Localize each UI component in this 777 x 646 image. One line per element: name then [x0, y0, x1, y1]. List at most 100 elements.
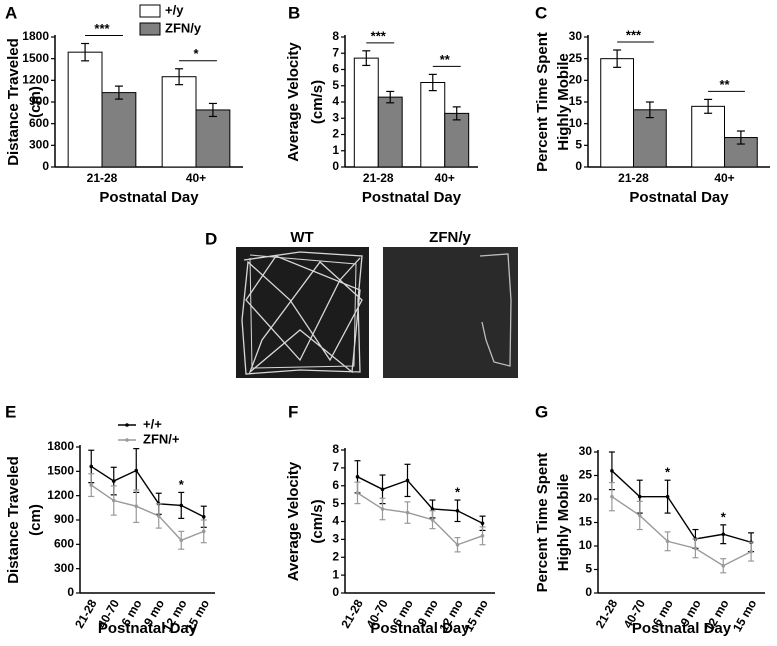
- point: [610, 469, 614, 473]
- significance-label: *: [179, 477, 185, 492]
- point: [637, 494, 642, 499]
- y-tick-label: 15: [569, 94, 583, 108]
- y-tick-label: 30: [569, 29, 583, 43]
- legend-swatch: [139, 4, 161, 18]
- point: [380, 507, 385, 511]
- point: [179, 538, 184, 543]
- x-tick-label: 21-28: [593, 597, 621, 631]
- y-tick-label: 1500: [22, 51, 49, 65]
- x-tick-label: 15 mo: [461, 597, 490, 634]
- point: [430, 507, 435, 511]
- point: [355, 491, 360, 495]
- track-image: [236, 247, 369, 378]
- point: [380, 487, 385, 492]
- y-tick-label: 300: [54, 561, 74, 575]
- bar: [353, 57, 379, 168]
- legend-label: +/y: [165, 2, 184, 17]
- legend-label: +/+: [143, 416, 162, 431]
- point: [693, 546, 698, 551]
- y-tick-label: 1500: [47, 464, 74, 478]
- point: [179, 503, 184, 508]
- significance-label: *: [193, 46, 199, 61]
- point: [355, 475, 360, 479]
- y-tick-label: 600: [29, 116, 49, 130]
- significance-label: **: [440, 52, 451, 67]
- bar: [633, 109, 667, 168]
- y-axis-label: (cm/s): [309, 499, 326, 543]
- legend-label: ZFN/+: [143, 431, 180, 446]
- x-axis-label: Postnatal Day: [98, 620, 198, 637]
- y-tick-label: 1: [332, 143, 339, 157]
- series-line: [357, 476, 483, 524]
- panel-letter: A: [5, 3, 17, 22]
- point: [637, 513, 642, 518]
- y-tick-label: 4: [332, 514, 339, 528]
- point: [430, 517, 435, 522]
- point: [480, 521, 485, 526]
- legend-swatch: [139, 22, 161, 36]
- y-axis-label: Highly Mobile: [555, 53, 572, 151]
- point: [405, 510, 410, 515]
- significance-label: ***: [626, 27, 642, 42]
- bar: [101, 92, 137, 168]
- panel-letter: G: [535, 402, 548, 421]
- point: [455, 508, 460, 513]
- bar: [67, 51, 103, 168]
- y-tick-label: 1200: [47, 488, 74, 502]
- y-tick-label: 1800: [47, 439, 74, 453]
- y-tick-label: 900: [54, 512, 74, 526]
- significance-label: *: [721, 509, 727, 524]
- y-axis-label: Average Velocity: [285, 42, 302, 162]
- bar: [377, 96, 403, 168]
- y-tick-label: 25: [569, 51, 583, 65]
- x-tick-label: 40+: [435, 171, 455, 185]
- legend-label: ZFN/y: [165, 20, 202, 35]
- series-line: [611, 470, 752, 543]
- x-tick-label: 21-28: [72, 597, 100, 631]
- point: [111, 498, 116, 503]
- x-tick-label: 21-28: [363, 171, 394, 185]
- y-tick-label: 0: [585, 585, 592, 599]
- x-tick-label: 15 mo: [730, 597, 759, 634]
- y-tick-label: 8: [332, 29, 339, 43]
- y-tick-label: 3: [332, 532, 339, 546]
- y-tick-label: 3: [332, 110, 339, 124]
- bar: [444, 112, 470, 168]
- y-tick-label: 300: [29, 138, 49, 152]
- y-tick-label: 7: [332, 45, 339, 59]
- bar: [161, 76, 197, 168]
- track-image: [383, 247, 518, 378]
- y-tick-label: 5: [332, 496, 339, 510]
- point: [201, 514, 206, 519]
- point: [89, 483, 94, 487]
- panel-letter: F: [288, 402, 298, 421]
- y-tick-label: 0: [332, 585, 339, 599]
- y-tick-label: 1: [332, 567, 339, 581]
- y-tick-label: 600: [54, 537, 74, 551]
- significance-label: **: [719, 77, 730, 92]
- x-tick-label: 40+: [714, 171, 734, 185]
- y-tick-label: 900: [29, 94, 49, 108]
- y-tick-label: 6: [332, 62, 339, 76]
- point: [455, 542, 460, 547]
- panel-letter: E: [5, 402, 16, 421]
- x-axis-label: Postnatal Day: [99, 189, 199, 206]
- y-axis-label: Percent Time Spent: [534, 32, 551, 172]
- significance-label: ***: [371, 28, 387, 43]
- y-tick-label: 0: [67, 585, 74, 599]
- y-axis-label: (cm): [27, 86, 44, 118]
- panel-letter: C: [535, 3, 547, 22]
- y-tick-label: 8: [332, 442, 339, 456]
- significance-label: ***: [94, 21, 110, 36]
- point: [134, 468, 139, 473]
- y-axis-label: (cm): [27, 504, 44, 536]
- y-tick-label: 20: [569, 73, 583, 87]
- y-axis-label: Average Velocity: [285, 461, 302, 581]
- point: [665, 494, 670, 499]
- y-tick-label: 30: [579, 444, 593, 458]
- bar: [195, 109, 231, 168]
- y-tick-label: 0: [332, 159, 339, 173]
- panel-letter: B: [288, 3, 300, 22]
